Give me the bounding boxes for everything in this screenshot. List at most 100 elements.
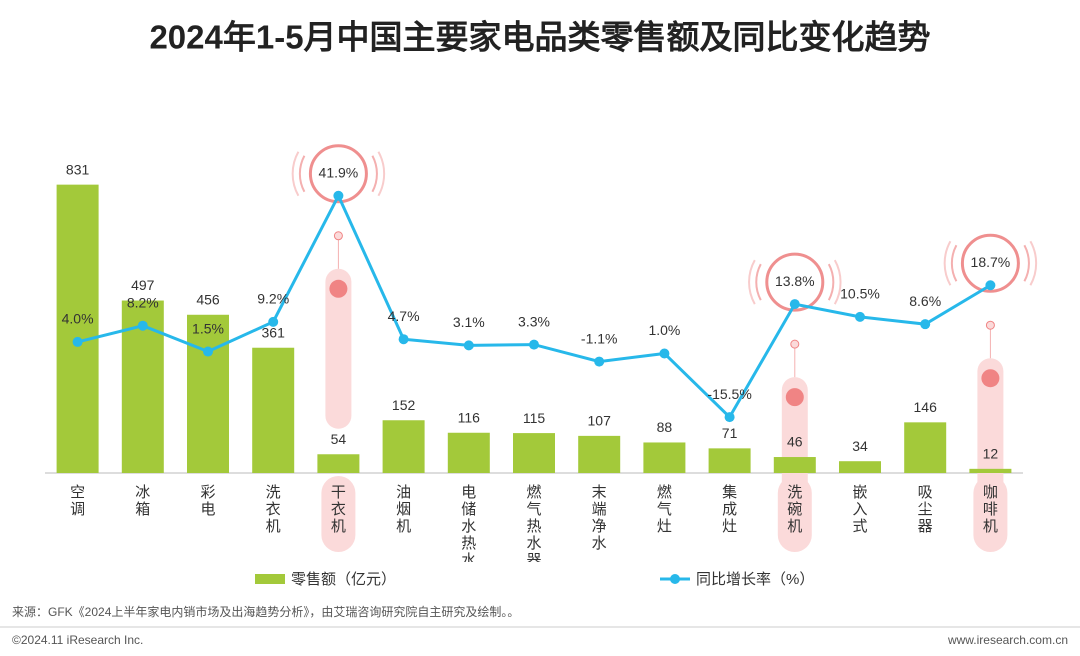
bar [317, 454, 360, 473]
highlight-ring [308, 144, 368, 204]
highlight-dot [329, 279, 348, 298]
source: 来源：GFK《2024上半年家电内销市场及出海趋势分析》，由艾瑞咨询研究院自主研… [12, 604, 519, 619]
line-point [203, 346, 213, 357]
line-value-label: 10.5% [840, 286, 880, 302]
line-point [463, 340, 474, 351]
bar [708, 448, 751, 473]
bar-value-label: 115 [523, 410, 546, 426]
highlight-arc [298, 155, 378, 193]
line-point [985, 280, 996, 291]
highlight-capsule [325, 268, 352, 429]
bar [252, 347, 295, 473]
line-value-label: 1.5% [192, 320, 224, 336]
line-point [789, 299, 800, 310]
x-tick-label: 燃气热水器 [526, 484, 542, 562]
bar-value-label: 456 [196, 291, 220, 307]
line-point [529, 339, 539, 350]
line-value-label: 41.9% [319, 164, 359, 180]
highlight-capsule [977, 358, 1004, 519]
x-tick-label: 洗衣机 [265, 484, 281, 535]
chart-title: 2024年1-5月中国主要家电品类零售额及同比变化趋势 [149, 19, 930, 56]
bar-value-label: 12 [983, 446, 999, 462]
bar-value-label: 34 [852, 438, 868, 454]
bar-value-label: 361 [262, 324, 286, 340]
line-point [137, 320, 148, 331]
bar-value-label: 46 [787, 434, 803, 450]
line-value-label: 9.2% [257, 291, 289, 307]
bar [578, 435, 621, 473]
bar [513, 433, 555, 473]
line-value-label: 13.8% [775, 273, 815, 289]
highlight-dot [981, 369, 1000, 388]
website: www.iresearch.com.cn [947, 633, 1068, 647]
highlight-small-dot [790, 339, 800, 349]
x-tick-label: 咖啡机 [982, 484, 998, 535]
bar [382, 420, 425, 473]
highlight-arc [748, 259, 842, 305]
line-value-label: -15.5% [707, 386, 751, 402]
line-value-label: 4.0% [62, 311, 94, 327]
bar [839, 461, 881, 473]
line-value-label: -1.1% [581, 330, 618, 346]
bar-value-label: 146 [914, 399, 938, 415]
highlight-arc [943, 240, 1038, 286]
x-tick-label: 吸尘器 [917, 484, 933, 535]
legend-swatch-dot [670, 574, 680, 584]
x-tick-label: 电储水热水器 [461, 484, 477, 562]
line-point [72, 336, 83, 347]
line-point [855, 311, 865, 322]
bar-value-label: 831 [66, 161, 90, 177]
x-tick-label: 洗碗机 [787, 484, 803, 535]
line-point [659, 348, 670, 359]
bar [643, 442, 686, 473]
x-tick-label: 空调 [70, 484, 86, 518]
bar [969, 468, 1012, 473]
x-tick-label: 冰箱 [135, 484, 151, 518]
bar-value-label: 107 [588, 413, 612, 429]
bar-value-label: 88 [657, 419, 673, 435]
bar-value-label: 71 [722, 425, 738, 441]
bar-value-label: 54 [331, 431, 347, 447]
highlight-arc [291, 151, 386, 197]
bar-value-label: 497 [131, 277, 155, 293]
legend-swatch [255, 574, 285, 584]
highlight-ring [960, 233, 1020, 293]
bar-value-label: 116 [458, 409, 481, 425]
x-tick-label: 集成灶 [722, 484, 738, 535]
x-tick-label: 彩电 [200, 484, 216, 518]
line-value-label: 3.3% [518, 313, 550, 329]
highlight-arc [755, 263, 835, 301]
line-value-label: 8.2% [127, 294, 159, 310]
x-tick-label: 嵌入式 [852, 484, 868, 535]
highlight-small-dot [985, 320, 995, 330]
bar [904, 422, 947, 473]
line-value-label: 4.7% [388, 308, 420, 324]
line-point [333, 190, 344, 201]
bar [56, 184, 99, 473]
highlight-arc [950, 244, 1030, 282]
bar [447, 432, 490, 473]
highlight-label-capsule [321, 476, 356, 552]
x-tick-label: 末端净水 [591, 484, 607, 552]
x-tick-label: 燃气灶 [656, 484, 672, 535]
bar-value-label: 152 [392, 397, 416, 413]
line-value-label: 3.1% [453, 314, 485, 330]
line-value-label: 8.6% [909, 293, 941, 309]
legend-label: 零售额（亿元） [291, 571, 396, 588]
line-point [920, 319, 931, 330]
line-point [724, 412, 735, 423]
legend-label: 同比增长率（%） [696, 571, 814, 588]
line-point [594, 356, 605, 367]
line-value-label: 18.7% [971, 254, 1011, 270]
category-labels: 空调 冰箱 彩电 洗衣机 干衣机 油烟机 电储水热水器 燃气热水器 末端净水 燃气灶 集成灶 洗碗机 嵌… [0, 478, 1080, 562]
copyright: ©2024.11 iResearch Inc. [12, 633, 143, 647]
bar [187, 314, 229, 473]
x-tick-label: 油烟机 [396, 484, 412, 535]
line-point [268, 316, 279, 327]
highlight-dot [785, 388, 804, 407]
highlight-ring [765, 252, 825, 312]
highlight-small-dot [333, 231, 343, 241]
line-point [398, 334, 409, 345]
line-value-label: 1.0% [648, 322, 680, 338]
